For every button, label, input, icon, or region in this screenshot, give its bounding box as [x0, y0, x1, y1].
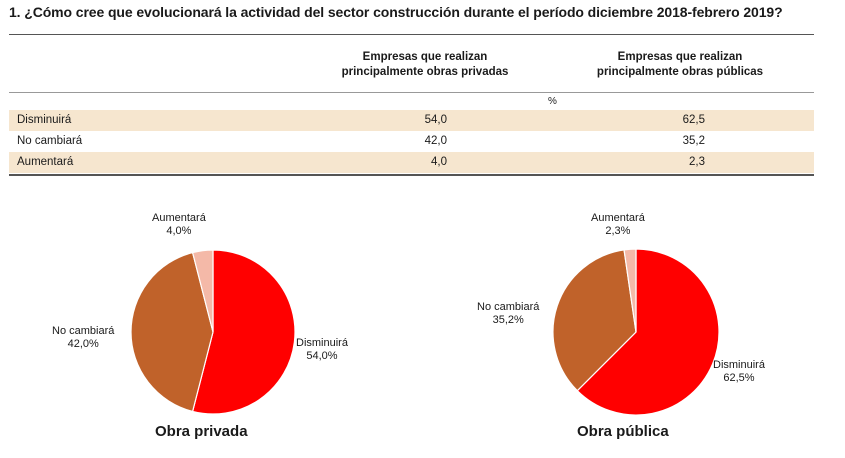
- slice-category: Aumentará: [152, 212, 206, 224]
- page-title: 1. ¿Cómo cree que evolucionará la activi…: [9, 4, 783, 20]
- column-header-public-line2: principalmente obras públicas: [596, 66, 764, 78]
- pie-public-title: Obra pública: [577, 423, 669, 440]
- row-label: Disminuirá: [17, 114, 72, 126]
- slice-disminuira: [576, 248, 720, 416]
- pie-private-label-aumentara: Aumentará 4,0%: [152, 212, 206, 238]
- table-row: Aumentará 4,0 2,3: [9, 152, 814, 173]
- pie-public-label-disminuira: Disminuirá 62,5%: [713, 359, 765, 385]
- slice-disminuira: [191, 249, 296, 415]
- slice-category: Disminuirá: [713, 359, 765, 371]
- unit-label: %: [548, 96, 557, 107]
- slice-aumentara: [191, 249, 214, 333]
- slice-category: Disminuirá: [296, 337, 348, 349]
- slice-no-cambiara: [130, 251, 214, 413]
- row-value-public: 62,5: [682, 114, 705, 126]
- column-header-private-line1: Empresas que realizan: [362, 51, 488, 63]
- column-header-private: Empresas que realizan principalmente obr…: [305, 50, 545, 80]
- row-value-private: 54,0: [424, 114, 447, 126]
- slice-value: 42,0%: [67, 338, 99, 350]
- slice-value: 4,0%: [166, 225, 192, 237]
- slice-category: No cambiará: [52, 325, 115, 337]
- slice-value: 2,3%: [605, 225, 631, 237]
- slice-no-cambiara: [552, 249, 637, 392]
- row-label: Aumentará: [17, 156, 74, 168]
- pie-chart-public: [552, 248, 720, 416]
- slice-value: 54,0%: [306, 350, 338, 362]
- row-value-private: 4,0: [431, 156, 447, 168]
- table-bottom-rule: [9, 174, 814, 176]
- row-value-private: 42,0: [424, 135, 447, 147]
- slice-value: 35,2%: [492, 314, 524, 326]
- table-row: No cambiará 42,0 35,2: [9, 131, 814, 152]
- pie-private-label-no-cambiara: No cambiará 42,0%: [52, 325, 114, 351]
- row-label: No cambiará: [17, 135, 83, 147]
- pie-private-label-disminuira: Disminuirá 54,0%: [296, 337, 348, 363]
- row-value-public: 2,3: [689, 156, 705, 168]
- column-header-private-line2: principalmente obras privadas: [341, 66, 509, 78]
- slice-category: No cambiará: [477, 301, 540, 313]
- slice-value: 62,5%: [723, 372, 755, 384]
- row-value-public: 35,2: [682, 135, 705, 147]
- pie-public-label-no-cambiara: No cambiará 35,2%: [477, 301, 539, 327]
- slice-category: Aumentará: [591, 212, 645, 224]
- table-header-rule: [9, 92, 814, 93]
- table-top-rule: [9, 34, 814, 35]
- pie-chart-private: [130, 249, 296, 415]
- pie-public-label-aumentara: Aumentará 2,3%: [591, 212, 645, 238]
- column-header-public-line1: Empresas que realizan: [617, 51, 743, 63]
- slice-aumentara: [623, 248, 637, 333]
- column-header-public: Empresas que realizan principalmente obr…: [560, 50, 800, 80]
- pie-private-title: Obra privada: [155, 423, 248, 440]
- table-row: Disminuirá 54,0 62,5: [9, 110, 814, 131]
